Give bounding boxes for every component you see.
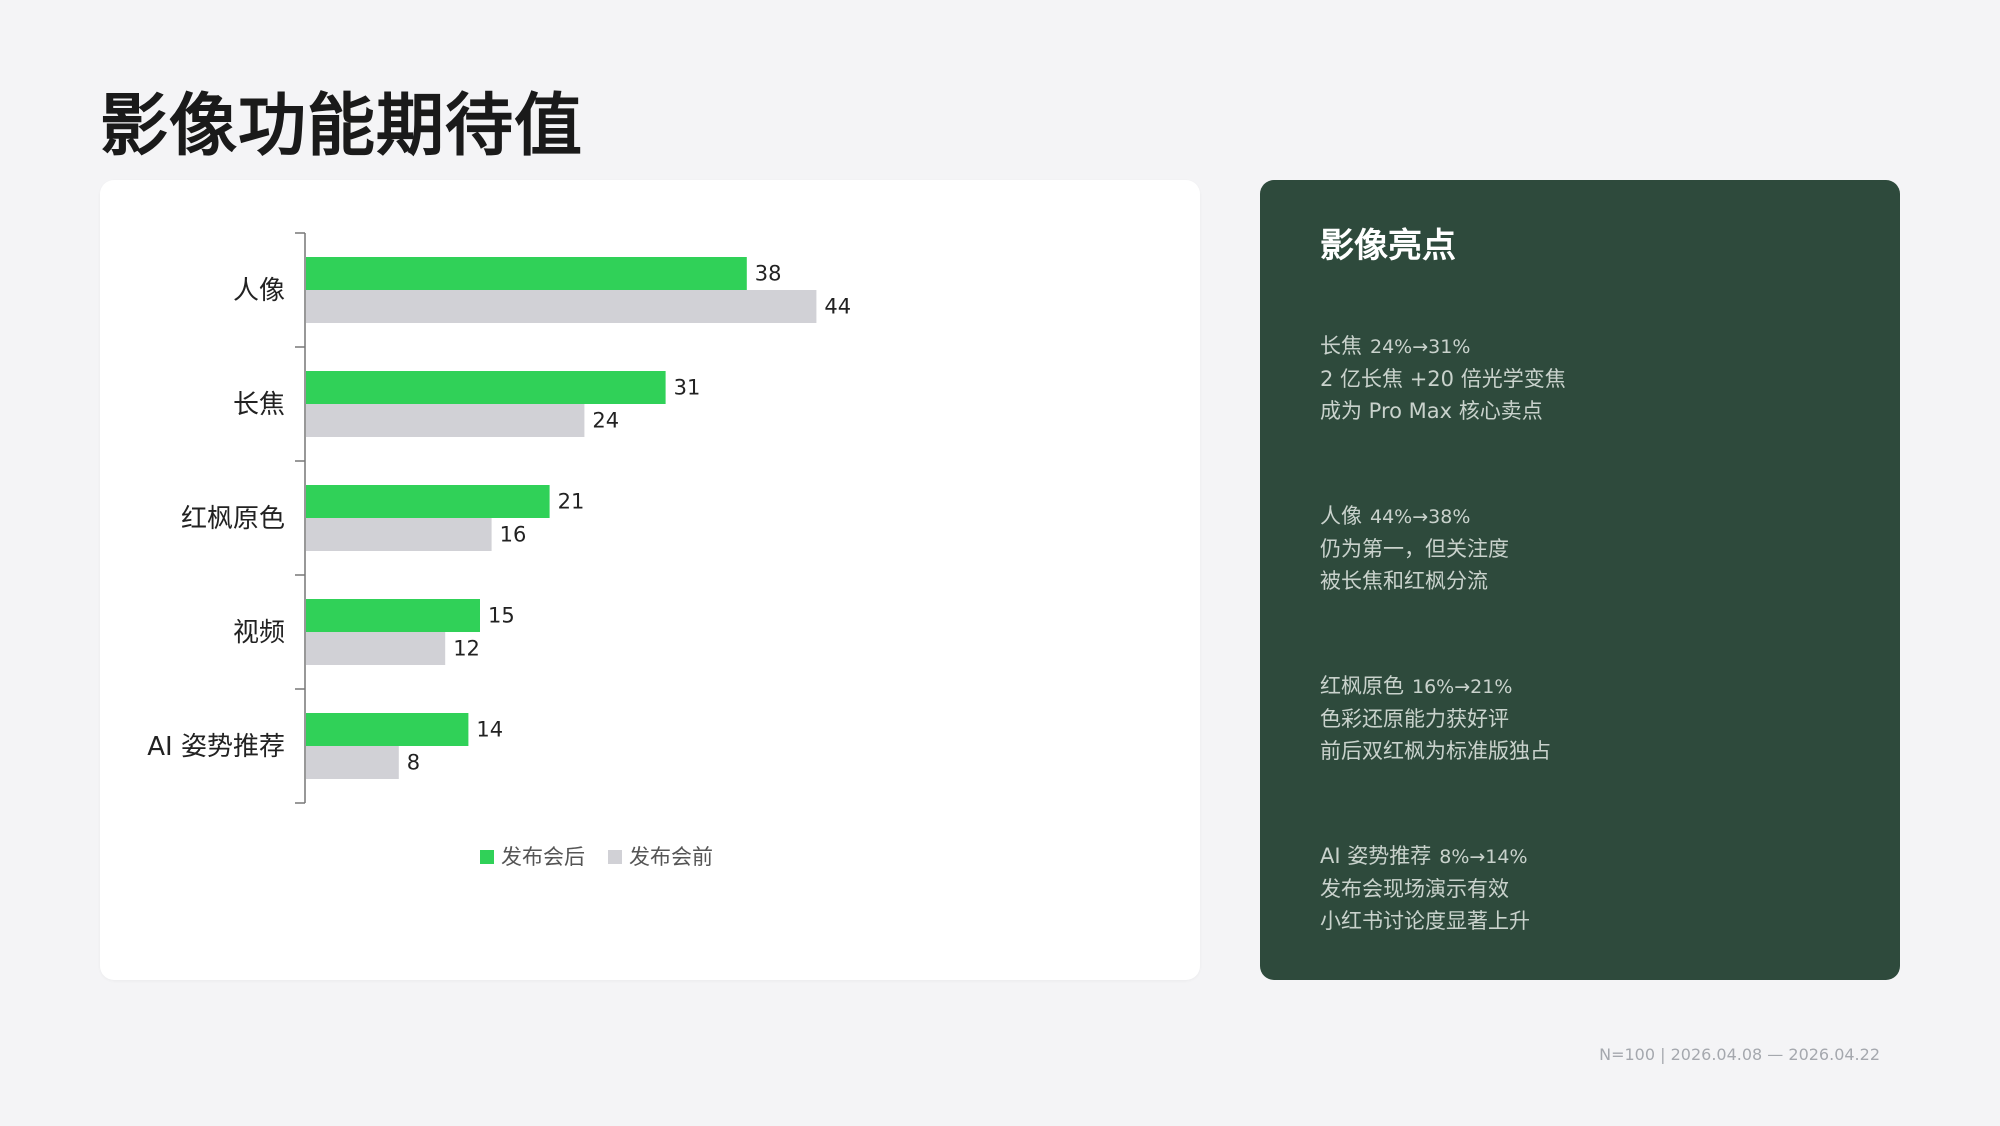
bar-before: [306, 404, 585, 437]
highlight-line: 发布会现场演示有效: [1320, 877, 1509, 901]
bar-after: [306, 485, 550, 518]
highlight-portrait: 人像 44%→38% 仍为第一，但关注度 被长焦和红枫分流: [1320, 500, 1509, 597]
highlight-color: 红枫原色 16%→21% 色彩还原能力获好评 前后双红枫为标准版独占: [1320, 670, 1551, 767]
bar-after: [306, 713, 469, 746]
highlight-line: 前后双红枫为标准版独占: [1320, 739, 1551, 763]
bar-before: [306, 290, 817, 323]
highlight-name: 红枫原色: [1320, 674, 1404, 698]
highlight-line: 色彩还原能力获好评: [1320, 707, 1509, 731]
legend-label: 发布会后: [501, 845, 585, 869]
legend-swatch: [608, 850, 622, 864]
highlight-line: 成为 Pro Max 核心卖点: [1320, 399, 1543, 423]
highlight-line: 2 亿长焦 +20 倍光学变焦: [1320, 367, 1566, 391]
bar-after: [306, 257, 747, 290]
category-label: 长焦: [233, 390, 285, 420]
highlight-name: AI 姿势推荐: [1320, 844, 1432, 868]
footer-note: N=100 | 2026.04.08 — 2026.04.22: [1599, 1045, 1880, 1064]
highlight-line: 小红书讨论度显著上升: [1320, 909, 1530, 933]
category-label: 视频: [233, 618, 285, 648]
data-label: 15: [488, 604, 515, 628]
category-label: 人像: [233, 276, 285, 306]
data-label: 31: [674, 376, 701, 400]
bar-chart: 人像 38 44 长焦 31 24 红枫原色 21 16 视频 15 12 AI 姿势推荐 14 8 发布会后…: [147, 232, 851, 869]
highlight-change: 16%→21%: [1412, 676, 1513, 698]
legend-label: 发布会前: [629, 845, 713, 869]
highlight-change: 8%→14%: [1439, 846, 1528, 868]
bar-after: [306, 599, 480, 632]
page-title: 影像功能期待值: [100, 87, 584, 166]
chart-card: 人像 38 44 长焦 31 24 红枫原色 21 16 视频 15 12 AI 姿势推荐 14 8 发布会后…: [100, 180, 1200, 980]
data-label: 12: [453, 637, 480, 661]
bar-before: [306, 746, 399, 779]
highlight-line: 仍为第一，但关注度: [1320, 537, 1509, 561]
highlight-telephoto: 长焦 24%→31% 2 亿长焦 +20 倍光学变焦 成为 Pro Max 核心卖…: [1320, 330, 1566, 427]
highlights-panel: 影像亮点 长焦 24%→31% 2 亿长焦 +20 倍光学变焦 成为 Pro Ma…: [1260, 180, 1900, 980]
highlight-change: 44%→38%: [1370, 506, 1471, 528]
bar-before: [306, 518, 492, 551]
data-label: 38: [755, 262, 782, 286]
highlight-ai-pose: AI 姿势推荐 8%→14% 发布会现场演示有效 小红书讨论度显著上升: [1320, 840, 1530, 937]
panel-title: 影像亮点: [1320, 226, 1456, 266]
data-label: 44: [824, 295, 851, 319]
highlight-change: 24%→31%: [1370, 336, 1471, 358]
category-label: 红枫原色: [181, 504, 285, 534]
data-label: 24: [592, 409, 619, 433]
data-label: 14: [476, 718, 503, 742]
highlight-name: 长焦: [1320, 334, 1362, 358]
bar-after: [306, 371, 666, 404]
highlight-name: 人像: [1320, 504, 1362, 528]
bar-before: [306, 632, 446, 665]
legend-swatch: [480, 850, 494, 864]
data-label: 8: [407, 751, 420, 775]
data-label: 21: [558, 490, 585, 514]
category-label: AI 姿势推荐: [147, 732, 285, 762]
highlight-line: 被长焦和红枫分流: [1320, 569, 1488, 593]
data-label: 16: [500, 523, 527, 547]
